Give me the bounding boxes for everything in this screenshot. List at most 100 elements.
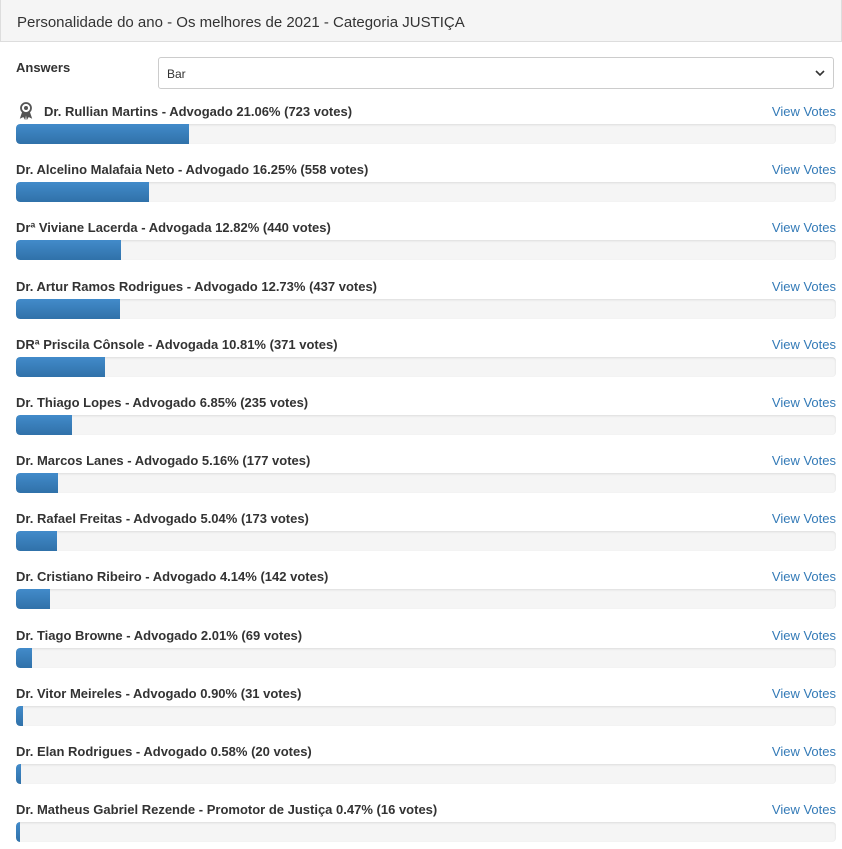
result-item: Dr. Elan Rodrigues - Advogado 0.58% (20 …	[16, 741, 836, 791]
progress-bar	[16, 589, 50, 610]
view-votes-link[interactable]: View Votes	[771, 453, 836, 469]
view-votes-link[interactable]: View Votes	[771, 569, 836, 585]
select-arrow	[815, 70, 825, 77]
progress-track	[16, 705, 836, 726]
result-label: Dr. Cristiano Ribeiro - Advogado 4.14% (…	[16, 569, 328, 584]
result-item: Dr. Cristiano Ribeiro - Advogado 4.14% (…	[16, 566, 836, 616]
result-label: Drª Viviane Lacerda - Advogada 12.82% (4…	[16, 220, 331, 235]
percent-label: 21.06%	[236, 104, 281, 119]
progress-bar	[16, 473, 59, 494]
result-label: Dr. Rafael Freitas - Advogado 5.04% (173…	[16, 511, 309, 526]
progress-track	[16, 531, 836, 552]
percent-label: 0.90%	[200, 685, 238, 701]
view-votes-link[interactable]: View Votes	[771, 802, 836, 818]
progress-bar	[16, 822, 20, 843]
result-item: Dr. Rullian Martins - Advogado 21.06% (7…	[16, 101, 836, 151]
view-votes-link[interactable]: View Votes	[771, 627, 836, 643]
percent-label: 2.01%	[200, 627, 238, 643]
display-select[interactable]: Bar	[158, 57, 834, 89]
result-item: Drª Viviane Lacerda - Advogada 12.82% (4…	[16, 217, 836, 267]
votes-label: (20 votes)	[251, 743, 312, 759]
result-label: Dr. Vitor Meireles - Advogado 0.90% (31 …	[16, 686, 301, 701]
view-votes-link[interactable]: View Votes	[771, 685, 836, 701]
progress-bar	[16, 414, 73, 435]
candidate-name: Dr. Rullian Martins - Advogado	[44, 104, 233, 119]
view-votes-link[interactable]: View Votes	[771, 162, 836, 178]
result-label: Dr. Tiago Browne - Advogado 2.01% (69 vo…	[16, 628, 302, 643]
result-label: Dr. Rullian Martins - Advogado 21.06% (7…	[44, 104, 352, 119]
result-item: Dr. Alcelino Malafaia Neto - Advogado 16…	[16, 159, 836, 209]
result-label: Dr. Marcos Lanes - Advogado 5.16% (177 v…	[16, 453, 310, 468]
votes-label: (371 votes)	[269, 336, 338, 352]
candidate-name: Dr. Marcos Lanes - Advogado	[16, 453, 199, 469]
percent-label: 5.04%	[200, 511, 238, 527]
result-label: Dr. Elan Rodrigues - Advogado 0.58% (20 …	[16, 744, 312, 759]
result-item: Dr. Thiago Lopes - Advogado 6.85% (235 v…	[16, 392, 836, 442]
progress-track	[16, 298, 836, 319]
candidate-name: DRª Priscila Cônsole - Advogada	[16, 336, 219, 352]
result-item: Dr. Marcos Lanes - Advogado 5.16% (177 v…	[16, 450, 836, 500]
candidate-name: Drª Viviane Lacerda - Advogada	[16, 220, 212, 236]
view-votes-link[interactable]: View Votes	[771, 743, 836, 759]
percent-label: 5.16%	[201, 453, 239, 469]
view-votes-link[interactable]: View Votes	[771, 104, 836, 119]
candidate-name: Dr. Matheus Gabriel Rezende - Promotor d…	[16, 802, 333, 818]
progress-bar	[16, 647, 33, 668]
candidate-name: Dr. Vitor Meireles - Advogado	[16, 685, 197, 701]
result-item: Dr. Matheus Gabriel Rezende - Promotor d…	[16, 799, 836, 849]
candidate-name: Dr. Rafael Freitas - Advogado	[16, 511, 197, 527]
result-item: DRª Priscila Cônsole - Advogada 10.81% (…	[16, 334, 836, 384]
candidate-name: Dr. Tiago Browne - Advogado	[16, 627, 198, 643]
votes-label: (235 votes)	[240, 394, 309, 410]
votes-label: (31 votes)	[240, 685, 302, 701]
result-label: Dr. Matheus Gabriel Rezende - Promotor d…	[16, 802, 437, 817]
view-votes-link[interactable]: View Votes	[771, 511, 836, 527]
result-item: Dr. Vitor Meireles - Advogado 0.90% (31 …	[16, 683, 836, 733]
progress-track	[16, 356, 836, 377]
candidate-name: Dr. Artur Ramos Rodrigues - Advogado	[16, 278, 258, 294]
percent-label: 12.73%	[261, 278, 306, 294]
progress-track	[16, 763, 836, 784]
answers-label: Answers	[16, 60, 71, 75]
percent-label: 0.58%	[210, 743, 248, 759]
percent-label: 0.47%	[336, 802, 373, 818]
votes-label: (723 votes)	[284, 104, 353, 119]
percent-label: 10.81%	[221, 336, 266, 352]
progress-track	[16, 822, 836, 843]
result-item: Dr. Rafael Freitas - Advogado 5.04% (173…	[16, 508, 836, 558]
percent-label: 6.85%	[199, 394, 237, 410]
result-label: Dr. Thiago Lopes - Advogado 6.85% (235 v…	[16, 395, 308, 410]
view-votes-link[interactable]: View Votes	[771, 336, 836, 352]
result-item: Dr. Tiago Browne - Advogado 2.01% (69 vo…	[16, 625, 836, 675]
progress-bar	[16, 124, 189, 144]
result-label: Dr. Alcelino Malafaia Neto - Advogado 16…	[16, 162, 368, 177]
percent-label: 12.82%	[215, 220, 260, 236]
candidate-name: Dr. Cristiano Ribeiro - Advogado	[16, 569, 217, 585]
progress-bar	[16, 763, 21, 784]
votes-label: (173 votes)	[240, 511, 309, 527]
progress-track	[16, 124, 836, 144]
panel-header: Personalidade do ano - Os melhores de 20…	[0, 0, 842, 42]
progress-bar	[16, 705, 24, 726]
view-votes-link[interactable]: View Votes	[771, 394, 836, 410]
votes-label: (142 votes)	[260, 569, 329, 585]
progress-track	[16, 182, 836, 203]
progress-track	[16, 473, 836, 494]
progress-track	[16, 414, 836, 435]
candidate-name: Dr. Elan Rodrigues - Advogado	[16, 743, 207, 759]
result-item: Dr. Artur Ramos Rodrigues - Advogado 12.…	[16, 276, 836, 326]
view-votes-link[interactable]: View Votes	[771, 278, 836, 294]
progress-bar	[16, 298, 121, 319]
progress-bar	[16, 182, 150, 203]
votes-label: (177 votes)	[242, 453, 311, 469]
select-value: Bar	[167, 67, 186, 81]
progress-track	[16, 240, 836, 261]
candidate-name: Dr. Thiago Lopes - Advogado	[16, 394, 197, 410]
percent-label: 16.25%	[252, 162, 297, 178]
panel-title: Personalidade do ano - Os melhores de 20…	[17, 14, 465, 31]
votes-label: (437 votes)	[309, 278, 377, 294]
candidate-name: Dr. Alcelino Malafaia Neto - Advogado	[16, 162, 250, 178]
view-votes-link[interactable]: View Votes	[771, 220, 836, 236]
award-icon	[19, 102, 33, 120]
